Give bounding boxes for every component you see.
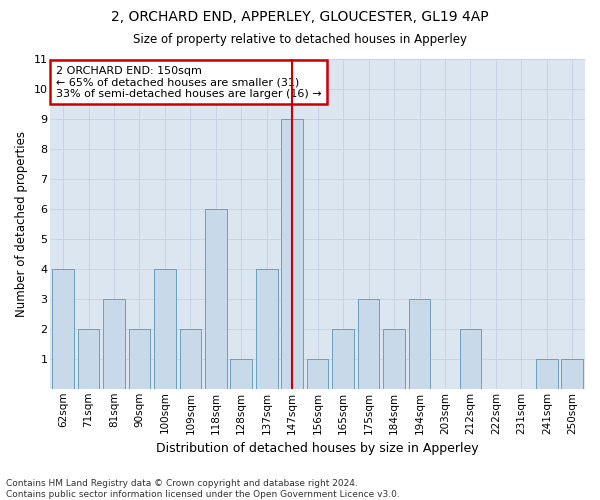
Bar bbox=[562, 359, 583, 389]
Bar bbox=[460, 329, 481, 389]
Bar bbox=[78, 329, 100, 389]
Bar bbox=[52, 269, 74, 389]
Bar bbox=[256, 269, 278, 389]
Bar bbox=[103, 299, 125, 389]
Bar bbox=[281, 119, 303, 389]
Bar bbox=[307, 359, 328, 389]
Text: Size of property relative to detached houses in Apperley: Size of property relative to detached ho… bbox=[133, 32, 467, 46]
X-axis label: Distribution of detached houses by size in Apperley: Distribution of detached houses by size … bbox=[157, 442, 479, 455]
Text: 2, ORCHARD END, APPERLEY, GLOUCESTER, GL19 4AP: 2, ORCHARD END, APPERLEY, GLOUCESTER, GL… bbox=[111, 10, 489, 24]
Bar bbox=[409, 299, 430, 389]
Bar bbox=[332, 329, 354, 389]
Text: Contains HM Land Registry data © Crown copyright and database right 2024.: Contains HM Land Registry data © Crown c… bbox=[6, 478, 358, 488]
Bar bbox=[383, 329, 405, 389]
Bar bbox=[205, 209, 227, 389]
Bar bbox=[179, 329, 201, 389]
Y-axis label: Number of detached properties: Number of detached properties bbox=[15, 131, 28, 317]
Text: 2 ORCHARD END: 150sqm
← 65% of detached houses are smaller (31)
33% of semi-deta: 2 ORCHARD END: 150sqm ← 65% of detached … bbox=[56, 66, 322, 99]
Text: Contains public sector information licensed under the Open Government Licence v3: Contains public sector information licen… bbox=[6, 490, 400, 499]
Bar bbox=[128, 329, 150, 389]
Bar bbox=[536, 359, 557, 389]
Bar bbox=[358, 299, 379, 389]
Bar bbox=[154, 269, 176, 389]
Bar bbox=[230, 359, 252, 389]
